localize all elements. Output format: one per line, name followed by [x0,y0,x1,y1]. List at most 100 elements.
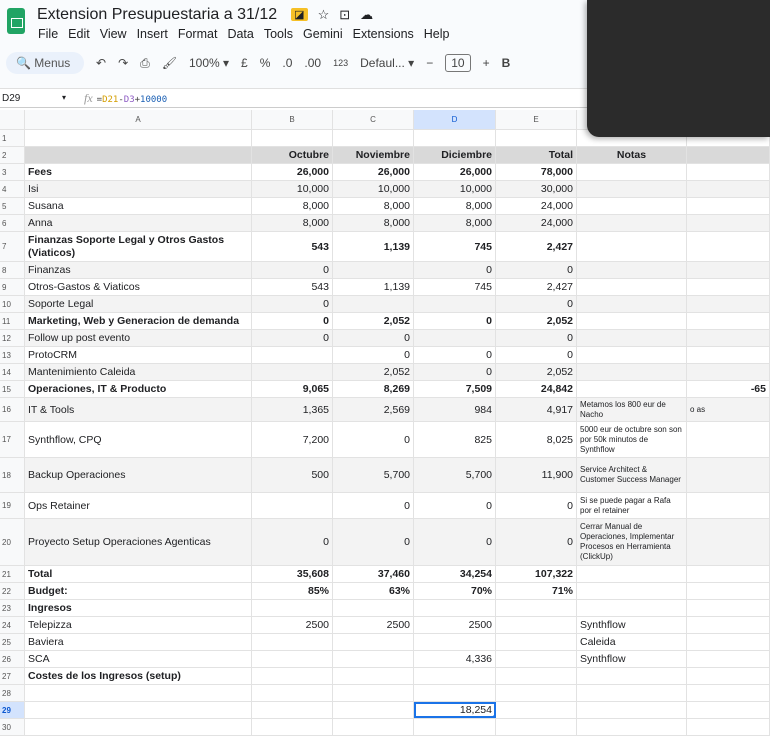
cell-f15[interactable] [577,381,687,397]
cell-c16[interactable]: 2,569 [333,398,414,421]
select-all-corner[interactable] [0,110,25,129]
cell-c22[interactable]: 63% [333,583,414,599]
cell-f23[interactable] [577,600,687,616]
cell-e19[interactable]: 0 [496,493,577,518]
move-folder-icon[interactable]: ⊡ [339,6,351,22]
cell-e25[interactable] [496,634,577,650]
cell-e22[interactable]: 71% [496,583,577,599]
cell-d18[interactable]: 5,700 [414,458,496,492]
cell-b20[interactable]: 0 [252,519,333,565]
cell-d17[interactable]: 825 [414,422,496,457]
cell-e30[interactable] [496,719,577,735]
cell-e27[interactable] [496,668,577,684]
cell-d25[interactable] [414,634,496,650]
cell-e4[interactable]: 30,000 [496,181,577,197]
cell-f20[interactable]: Cerrar Manual de Operaciones, Implementa… [577,519,687,565]
column-header-d[interactable]: D [414,110,496,129]
cell-d20[interactable]: 0 [414,519,496,565]
cell-f17[interactable]: 5000 eur de octubre son son por 50k minu… [577,422,687,457]
cell-g12[interactable] [687,330,770,346]
row-header[interactable]: 10 [0,296,25,312]
cell-a4[interactable]: Isi [25,181,252,197]
cell-b30[interactable] [252,719,333,735]
cell-g5[interactable] [687,198,770,214]
cell-b24[interactable]: 2500 [252,617,333,633]
cell-e1[interactable] [496,130,577,146]
cell-g18[interactable] [687,458,770,492]
cell-d10[interactable] [414,296,496,312]
cell-a1[interactable] [25,130,252,146]
row-header[interactable]: 25 [0,634,25,650]
cell-e3[interactable]: 78,000 [496,164,577,180]
cell-c13[interactable]: 0 [333,347,414,363]
row-header[interactable]: 29 [0,702,25,718]
row-header[interactable]: 2 [0,147,25,163]
cell-d9[interactable]: 745 [414,279,496,295]
cell-e13[interactable]: 0 [496,347,577,363]
cell-d2[interactable]: Diciembre [414,147,496,163]
menu-data[interactable]: Data [227,27,254,41]
cell-b22[interactable]: 85% [252,583,333,599]
cell-d1[interactable] [414,130,496,146]
font-size-input[interactable]: 10 [445,54,471,72]
menu-extensions[interactable]: Extensions [352,27,414,41]
row-header[interactable]: 12 [0,330,25,346]
cell-b2[interactable]: Octubre [252,147,333,163]
column-header-a[interactable]: A [25,110,252,129]
bold-button[interactable]: B [501,56,511,70]
cell-d16[interactable]: 984 [414,398,496,421]
cell-e9[interactable]: 2,427 [496,279,577,295]
cell-c20[interactable]: 0 [333,519,414,565]
cell-a29[interactable] [25,702,252,718]
cell-a9[interactable]: Otros-Gastos & Viaticos [25,279,252,295]
cell-a16[interactable]: IT & Tools [25,398,252,421]
cell-a25[interactable]: Baviera [25,634,252,650]
cell-f2[interactable]: Notas [577,147,687,163]
cell-a7[interactable]: Finanzas Soporte Legal y Otros Gastos (V… [25,232,252,261]
menu-view[interactable]: View [99,27,127,41]
row-header[interactable]: 16 [0,398,25,421]
row-header[interactable]: 5 [0,198,25,214]
cell-g2[interactable] [687,147,770,163]
decrease-decimal-button[interactable]: .0 [282,56,293,70]
cell-b6[interactable]: 8,000 [252,215,333,231]
cell-b18[interactable]: 500 [252,458,333,492]
cell-d29[interactable]: 18,254 [414,702,496,718]
row-header[interactable]: 11 [0,313,25,329]
row-header[interactable]: 19 [0,493,25,518]
cell-g20[interactable] [687,519,770,565]
cell-g19[interactable] [687,493,770,518]
cell-c25[interactable] [333,634,414,650]
zoom-select[interactable]: 100% ▾ [188,56,230,70]
cell-a27[interactable]: Costes de los Ingresos (setup) [25,668,252,684]
cell-e18[interactable]: 11,900 [496,458,577,492]
cell-f16[interactable]: Metamos los 800 eur de Nacho [577,398,687,421]
cell-g24[interactable] [687,617,770,633]
cell-c9[interactable]: 1,139 [333,279,414,295]
cell-c24[interactable]: 2500 [333,617,414,633]
cell-c3[interactable]: 26,000 [333,164,414,180]
row-header[interactable]: 7 [0,232,25,261]
cell-b8[interactable]: 0 [252,262,333,278]
cell-d7[interactable]: 745 [414,232,496,261]
cell-b28[interactable] [252,685,333,701]
row-header[interactable]: 14 [0,364,25,380]
row-header[interactable]: 15 [0,381,25,397]
cell-g26[interactable] [687,651,770,667]
cell-f3[interactable] [577,164,687,180]
cell-f4[interactable] [577,181,687,197]
cell-c17[interactable]: 0 [333,422,414,457]
cell-d3[interactable]: 26,000 [414,164,496,180]
cell-e8[interactable]: 0 [496,262,577,278]
cell-b27[interactable] [252,668,333,684]
cell-e21[interactable]: 107,322 [496,566,577,582]
menu-file[interactable]: File [38,27,59,41]
cell-d11[interactable]: 0 [414,313,496,329]
cell-d8[interactable]: 0 [414,262,496,278]
cell-f28[interactable] [577,685,687,701]
cell-f19[interactable]: Si se puede pagar a Rafa por el retainer [577,493,687,518]
cell-a26[interactable]: SCA [25,651,252,667]
cell-c4[interactable]: 10,000 [333,181,414,197]
increase-decimal-button[interactable]: .00 [304,56,322,70]
cell-b10[interactable]: 0 [252,296,333,312]
